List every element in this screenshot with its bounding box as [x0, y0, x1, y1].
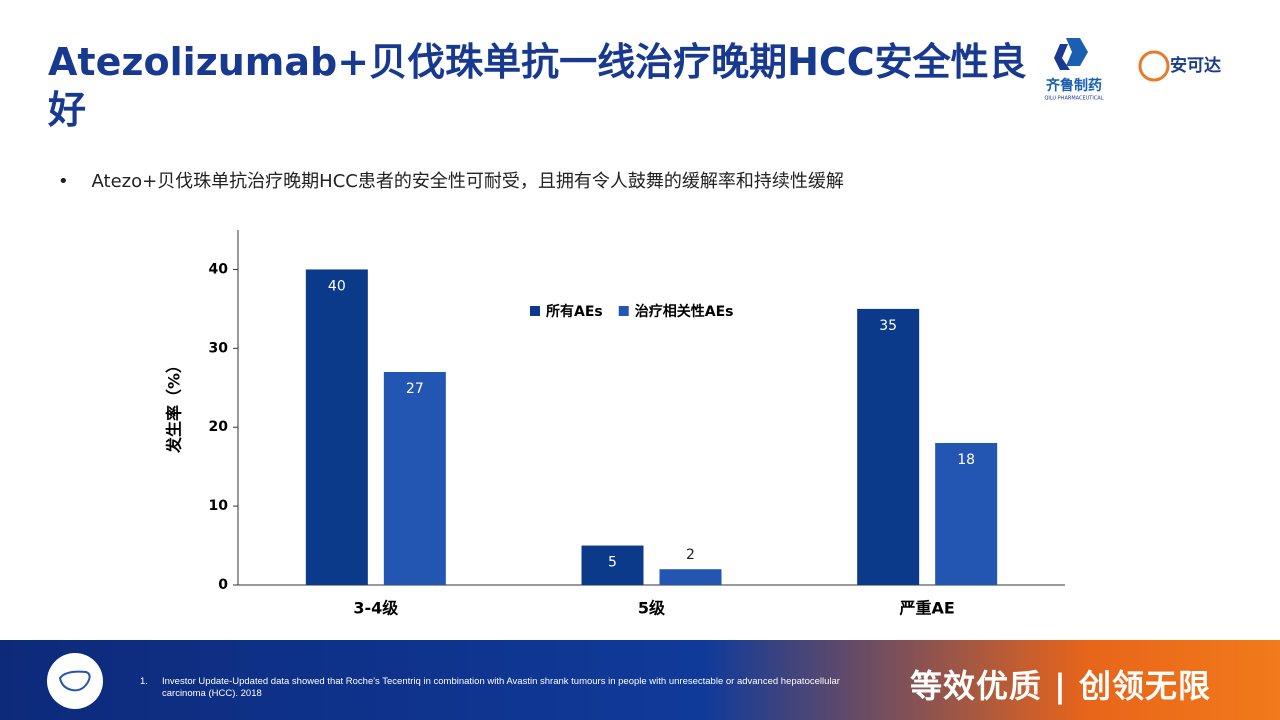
data-label: 40 — [328, 278, 346, 294]
bullet-text: Atezo+贝伐珠单抗治疗晚期HCC患者的安全性可耐受，且拥有令人鼓舞的缓解率和… — [91, 171, 844, 192]
chart: 发生率（%） 0 10 20 30 40 3-4级 40 27 5级 5 2 严重AE 35 18 所有AE… — [165, 230, 1065, 618]
logo-icon — [1066, 38, 1088, 66]
data-label: 35 — [879, 318, 897, 334]
y-tick-label: 30 — [209, 340, 229, 356]
legend-swatch — [618, 306, 629, 316]
y-tick-label: 0 — [218, 577, 228, 593]
data-label: 2 — [686, 547, 695, 563]
bullet: • Atezo+贝伐珠单抗治疗晚期HCC患者的安全性可耐受，且拥有令人鼓舞的缓解… — [58, 171, 844, 192]
legend-label: 所有AEs — [546, 303, 603, 320]
data-label: 5 — [608, 555, 617, 571]
legend-label: 治疗相关性AEs — [635, 303, 734, 320]
x-tick-label: 5级 — [638, 599, 666, 618]
bar — [581, 545, 644, 585]
y-tick-label: 10 — [209, 498, 229, 514]
bar — [935, 443, 998, 585]
data-label: 27 — [406, 381, 424, 397]
footer-icon — [47, 653, 103, 709]
logo-icon — [1054, 44, 1070, 70]
bar — [857, 308, 920, 585]
x-tick-label: 严重AE — [899, 599, 955, 618]
footer — [0, 640, 1280, 720]
logo-icon — [1138, 50, 1170, 82]
footnote-number: 1. — [140, 676, 148, 687]
data-label: 18 — [957, 452, 975, 468]
y-tick-label: 40 — [209, 261, 229, 277]
logos: 齐鲁制药 QILU PHARMACEUTICAL 安可达 — [1044, 38, 1221, 102]
bar — [383, 372, 446, 585]
y-tick-label: 20 — [209, 419, 229, 435]
slide-title: Atezolizumab+贝伐珠单抗一线治疗晚期HCC安全性良好 — [48, 40, 1027, 132]
y-axis-label: 发生率（%） — [165, 357, 184, 454]
logo-subtext: QILU PHARMACEUTICAL — [1044, 96, 1103, 102]
legend-swatch — [530, 306, 540, 316]
logo-text: 安可达 — [1170, 55, 1221, 76]
logo-text: 齐鲁制药 — [1046, 77, 1102, 94]
bar — [659, 569, 722, 585]
footnote: Investor Update-Updated data showed that… — [162, 676, 840, 699]
bar — [305, 269, 368, 585]
x-tick-label: 3-4级 — [353, 599, 399, 618]
slogan: 等效优质 | 创领无限 — [910, 667, 1211, 705]
